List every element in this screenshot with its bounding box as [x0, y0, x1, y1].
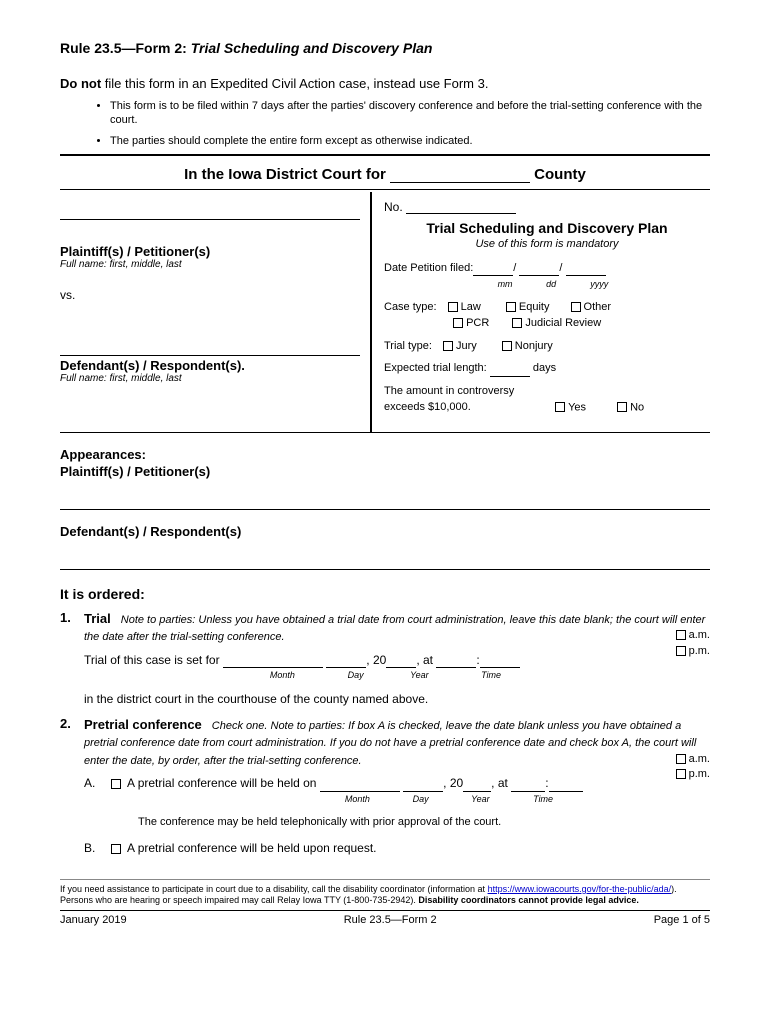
defendant-label: Defendant(s) / Respondent(s). [60, 358, 360, 373]
law-checkbox[interactable] [448, 302, 458, 312]
plaintiff-name-blank[interactable] [60, 202, 360, 220]
pcr-checkbox[interactable] [453, 318, 463, 328]
trial-location: in the district court in the courthouse … [84, 691, 710, 708]
footer-center: Rule 23.5—Form 2 [344, 914, 437, 926]
footer-date: January 2019 [60, 914, 127, 926]
court-header: In the Iowa District Court for County [60, 160, 710, 187]
ada-link[interactable]: https://www.iowacourts.gov/for-the-publi… [488, 884, 672, 894]
nonjury-checkbox[interactable] [502, 341, 512, 351]
case-number-blank[interactable] [406, 200, 516, 214]
jury-checkbox[interactable] [443, 341, 453, 351]
case-number-row: No. [384, 200, 710, 214]
pretrial-a-note: The conference may be held telephonicall… [138, 815, 710, 830]
case-info-column: No. Trial Scheduling and Discovery Plan … [372, 192, 710, 432]
footer-page: Page 1 of 5 [654, 914, 710, 926]
plaintiff-sublabel: Full name: first, middle, last [60, 259, 360, 270]
pretrial-time-m-blank[interactable] [549, 778, 583, 792]
other-checkbox[interactable] [571, 302, 581, 312]
days-blank[interactable] [490, 363, 530, 377]
vs-label: vs. [60, 288, 360, 302]
ordered-heading: It is ordered: [60, 586, 710, 602]
plaintiff-label: Plaintiff(s) / Petitioner(s) [60, 244, 360, 259]
trial-year-blank[interactable] [386, 654, 416, 668]
appearances-defendant: Defendant(s) / Respondent(s) [60, 524, 710, 539]
case-type-row: Case type: Law Equity Other PCR Judicial… [384, 299, 710, 332]
trial-time-h-blank[interactable] [436, 654, 476, 668]
defendant-name-blank[interactable] [60, 338, 360, 356]
county-blank[interactable] [390, 169, 530, 183]
divider [60, 154, 710, 156]
intro-bullets: This form is to be filed within 7 days a… [110, 99, 710, 148]
date-filed-row: Date Petition filed:/ / mm dd yyyy [384, 260, 710, 293]
mandatory-note: Use of this form is mandatory [384, 238, 710, 250]
trial-time-m-blank[interactable] [480, 654, 520, 668]
parties-column: Plaintiff(s) / Petitioner(s) Full name: … [60, 192, 372, 432]
judicial-checkbox[interactable] [512, 318, 522, 328]
footer-disability-note: If you need assistance to participate in… [60, 879, 710, 906]
plaintiff-appearance-line[interactable] [60, 509, 710, 510]
pretrial-time-h-blank[interactable] [511, 778, 545, 792]
yyyy-blank[interactable] [566, 262, 606, 276]
option-b-checkbox[interactable] [111, 844, 121, 854]
item-1: 1. Trial Note to parties: Unless you hav… [60, 610, 710, 708]
am-checkbox-1[interactable] [676, 630, 686, 640]
pretrial-a-line: A. A pretrial conference will be held on… [84, 775, 710, 809]
mm-blank[interactable] [473, 262, 513, 276]
appearances-plaintiff: Plaintiff(s) / Petitioner(s) [60, 464, 710, 479]
amount-row: The amount in controversy exceeds $10,00… [384, 383, 710, 416]
equity-checkbox[interactable] [506, 302, 516, 312]
trial-day-blank[interactable] [326, 654, 366, 668]
dd-blank[interactable] [519, 262, 559, 276]
pretrial-b-line: B. A pretrial conference will be held up… [84, 840, 710, 857]
option-a-checkbox[interactable] [111, 779, 121, 789]
defendant-sublabel: Full name: first, middle, last [60, 373, 360, 384]
rule-number: Rule 23.5—Form 2: [60, 40, 187, 56]
divider [60, 189, 710, 190]
intro-text: Do not file this form in an Expedited Ci… [60, 76, 710, 91]
defendant-appearance-line[interactable] [60, 569, 710, 570]
pretrial-year-blank[interactable] [463, 778, 491, 792]
case-caption-box: Plaintiff(s) / Petitioner(s) Full name: … [60, 192, 710, 433]
no-checkbox[interactable] [617, 402, 627, 412]
footer-bar: January 2019 Rule 23.5—Form 2 Page 1 of … [60, 910, 710, 926]
bullet-1: This form is to be filed within 7 days a… [110, 99, 710, 128]
trial-length-row: Expected trial length: days [384, 360, 710, 377]
trial-type-row: Trial type: Jury Nonjury [384, 338, 710, 355]
trial-month-blank[interactable] [223, 654, 323, 668]
item-2: 2. Pretrial conference Check one. Note t… [60, 716, 710, 857]
yes-checkbox[interactable] [555, 402, 565, 412]
appearances-heading: Appearances: [60, 447, 710, 462]
form-title: Trial Scheduling and Discovery Plan [191, 40, 433, 56]
pretrial-day-blank[interactable] [403, 778, 443, 792]
bullet-2: The parties should complete the entire f… [110, 134, 710, 148]
form-header: Rule 23.5—Form 2: Trial Scheduling and D… [60, 40, 710, 56]
pretrial-month-blank[interactable] [320, 778, 400, 792]
case-form-title: Trial Scheduling and Discovery Plan [384, 220, 710, 236]
trial-date-line: Trial of this case is set for , 20, at :… [84, 652, 710, 686]
am-checkbox-2[interactable] [676, 754, 686, 764]
